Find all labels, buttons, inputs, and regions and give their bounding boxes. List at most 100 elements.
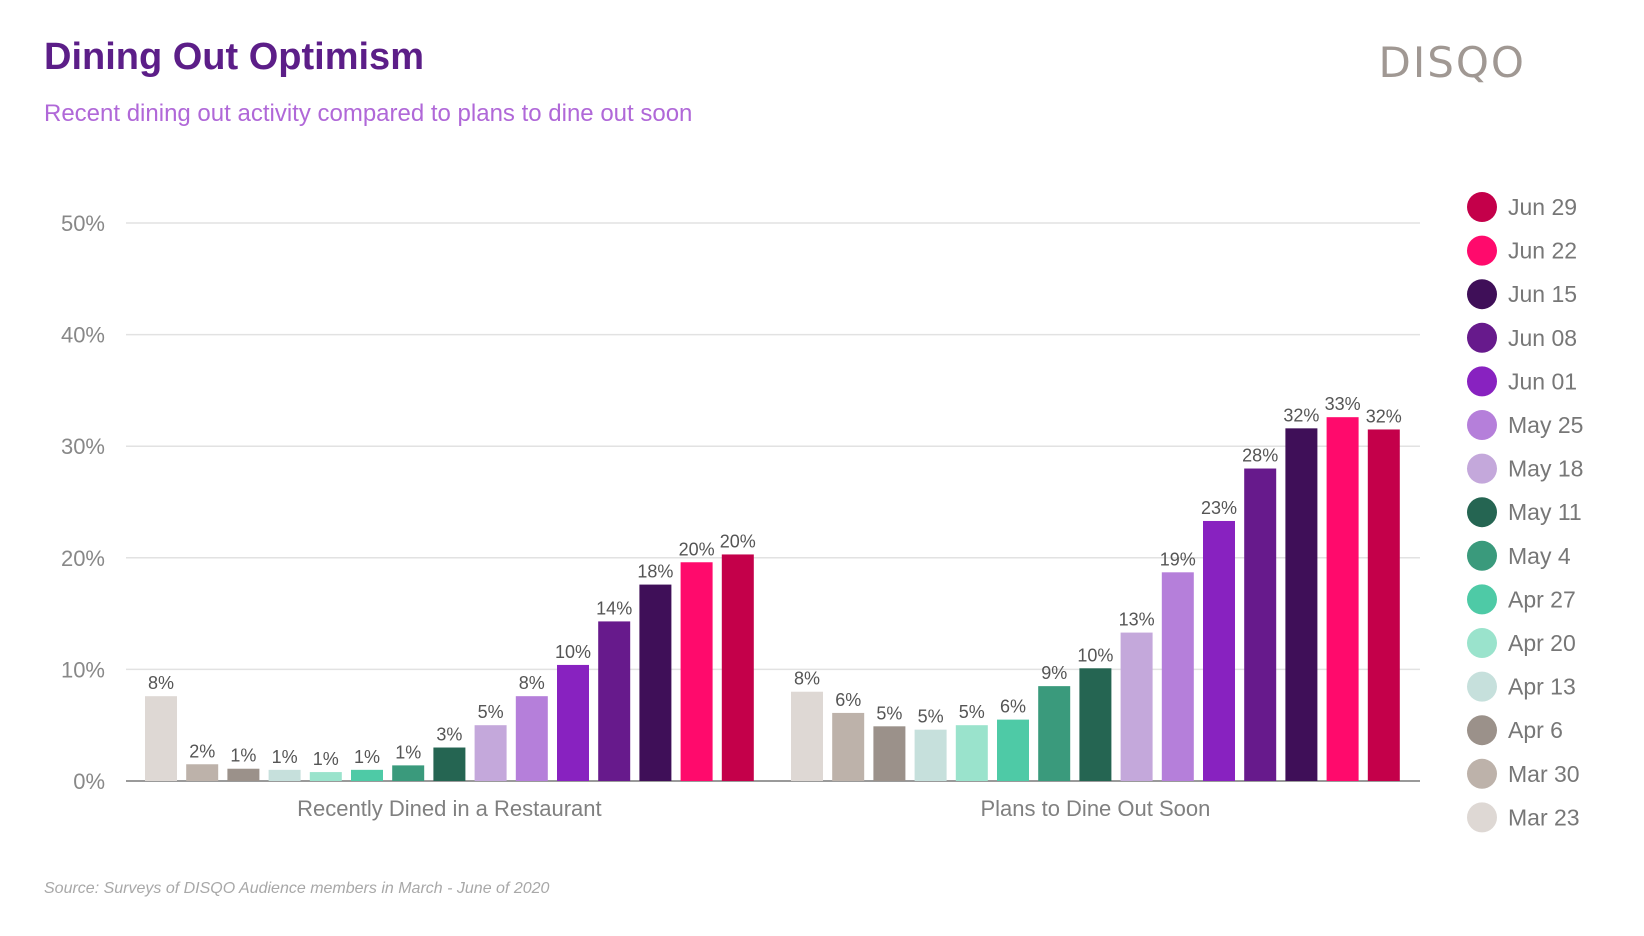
legend-label: May 25 — [1508, 412, 1583, 438]
legend-item: Apr 6 — [1467, 715, 1563, 746]
legend-label: Jun 01 — [1508, 368, 1577, 394]
y-tick-label: 50% — [61, 211, 105, 236]
legend-item: May 4 — [1467, 540, 1571, 571]
legend-label: May 18 — [1508, 456, 1583, 482]
legend-swatch — [1467, 497, 1497, 528]
data-label: 23% — [1201, 498, 1237, 518]
data-label: 1% — [313, 749, 339, 769]
data-label: 6% — [1000, 697, 1026, 717]
y-tick-label: 40% — [61, 323, 105, 348]
chart-title: Dining Out Optimism — [44, 36, 424, 78]
data-label: 8% — [148, 673, 174, 693]
bar — [1285, 428, 1318, 781]
data-label: 6% — [835, 690, 861, 710]
data-label: 9% — [1041, 663, 1067, 683]
data-label: 14% — [596, 598, 632, 618]
legend-swatch — [1467, 802, 1497, 833]
legend-item: May 25 — [1467, 410, 1583, 440]
bar — [955, 725, 988, 781]
bar — [145, 696, 177, 781]
legend-label: Jun 22 — [1508, 238, 1577, 264]
bar — [997, 719, 1029, 781]
legend-swatch — [1467, 410, 1497, 440]
legend-label: May 4 — [1508, 543, 1571, 569]
data-label: 20% — [720, 531, 756, 551]
bar — [392, 765, 425, 781]
bar — [474, 725, 507, 781]
legend-item: Jun 22 — [1467, 235, 1577, 266]
source-note: Source: Surveys of DISQO Audience member… — [44, 880, 550, 897]
data-label: 32% — [1283, 405, 1319, 425]
data-label: 20% — [679, 539, 715, 559]
legend-label: May 11 — [1508, 499, 1582, 525]
bar — [1203, 520, 1235, 781]
y-axis: 0% 10% 20% 30% 40% 50% — [61, 211, 105, 794]
bar — [639, 584, 672, 781]
data-label: 28% — [1242, 446, 1278, 466]
legend-item: Jun 29 — [1467, 192, 1577, 222]
data-label: 1% — [230, 746, 256, 766]
bar — [873, 726, 906, 781]
legend-item: Apr 20 — [1467, 628, 1576, 658]
bar — [721, 554, 754, 781]
legend-swatch — [1467, 671, 1497, 702]
bar — [433, 747, 466, 781]
bar — [515, 696, 548, 781]
category-label: Plans to Dine Out Soon — [980, 796, 1210, 821]
legend-item: Apr 27 — [1467, 584, 1576, 615]
data-label: 10% — [555, 642, 591, 662]
bar — [791, 691, 823, 781]
category-label: Recently Dined in a Restaurant — [297, 796, 602, 821]
brand-logo: DISQO — [1378, 38, 1526, 87]
legend-swatch — [1467, 715, 1497, 746]
legend-swatch — [1467, 366, 1497, 397]
legend-swatch — [1467, 322, 1497, 353]
legend-label: Apr 6 — [1508, 717, 1563, 743]
data-label: 5% — [918, 707, 944, 727]
legend-label: Jun 08 — [1508, 325, 1577, 351]
legend-label: Apr 27 — [1508, 586, 1576, 612]
data-label: 2% — [189, 741, 215, 761]
bars: 8% 2% 1% 1% 1% 1% 1% 3% 5% 8% 10% 14%18% 20% 20% 8% 6% 5… — [145, 394, 1402, 781]
bar — [914, 729, 947, 781]
bar — [1038, 686, 1071, 781]
bar — [598, 621, 631, 781]
y-tick-label: 30% — [61, 434, 105, 459]
bar — [1079, 668, 1112, 781]
bar — [268, 769, 301, 781]
legend-swatch — [1467, 279, 1497, 310]
data-label: 8% — [519, 673, 545, 693]
data-label: 13% — [1119, 610, 1155, 630]
legend-item: May 11 — [1467, 497, 1582, 528]
bar — [186, 764, 219, 781]
data-label: 18% — [637, 562, 673, 582]
legend-label: Apr 13 — [1508, 674, 1576, 700]
legend-swatch — [1467, 584, 1497, 615]
legend-swatch — [1467, 758, 1497, 789]
bar — [1120, 632, 1153, 781]
legend-label: Mar 30 — [1508, 761, 1580, 787]
legend-label: Apr 20 — [1508, 630, 1576, 656]
legend-item: Jun 15 — [1467, 279, 1577, 310]
data-label: 1% — [272, 747, 298, 767]
bar — [309, 772, 342, 781]
legend-swatch — [1467, 192, 1497, 222]
data-label: 8% — [794, 669, 820, 689]
y-tick-label: 0% — [73, 769, 105, 794]
bar — [680, 562, 713, 781]
data-label: 32% — [1366, 406, 1402, 426]
data-label: 3% — [436, 725, 462, 745]
legend: Jun 29 Jun 22 Jun 15 Jun 08 Jun 01 May 25 May … — [1467, 192, 1583, 833]
bar — [557, 664, 589, 781]
data-label: 5% — [876, 703, 902, 723]
bar — [1367, 429, 1400, 781]
data-label: 1% — [354, 747, 380, 767]
legend-swatch — [1467, 235, 1497, 266]
legend-swatch — [1467, 453, 1497, 484]
bar — [1244, 468, 1277, 781]
legend-item: May 18 — [1467, 453, 1583, 484]
legend-item: Apr 13 — [1467, 671, 1576, 702]
x-axis: Recently Dined in a Restaurant Plans to D… — [297, 796, 1210, 821]
y-tick-label: 10% — [61, 657, 105, 682]
data-label: 19% — [1160, 549, 1196, 569]
